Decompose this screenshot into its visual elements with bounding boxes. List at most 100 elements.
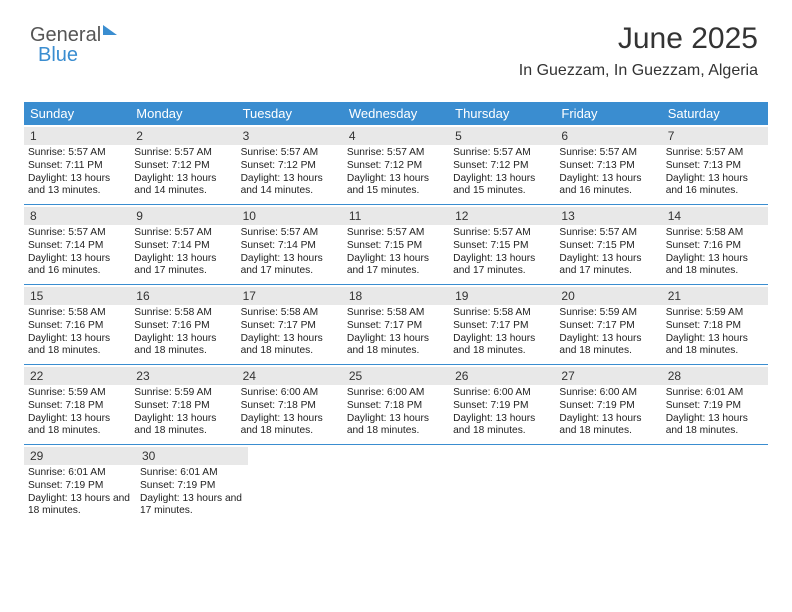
day-info: Sunrise: 5:58 AMSunset: 7:16 PMDaylight:…	[666, 227, 764, 278]
weekday-header: Friday	[555, 102, 661, 125]
day-cell: 8 Sunrise: 5:57 AMSunset: 7:14 PMDaylight…	[24, 205, 130, 284]
day-info: Sunrise: 5:57 AMSunset: 7:12 PMDaylight:…	[453, 147, 551, 198]
week-row: 22Sunrise: 5:59 AMSunset: 7:18 PMDayligh…	[24, 365, 768, 445]
day-cell: 28Sunrise: 6:01 AMSunset: 7:19 PMDayligh…	[662, 365, 768, 444]
week-row: 1 Sunrise: 5:57 AMSunset: 7:11 PMDaylight…	[24, 125, 768, 205]
day-cell: 23 Sunrise: 5:59 AMSunset: 7:18 PMDayligh…	[130, 365, 236, 444]
weekday-header: Tuesday	[237, 102, 343, 125]
day-number: 1	[24, 127, 130, 145]
day-number: 7	[662, 127, 768, 145]
day-info: Sunrise: 5:57 AMSunset: 7:15 PMDaylight:…	[347, 227, 445, 278]
day-number: 3	[237, 127, 343, 145]
day-number: 10	[237, 207, 343, 225]
day-cell: 11 Sunrise: 5:57 AMSunset: 7:15 PMDayligh…	[343, 205, 449, 284]
day-cell: 29 Sunrise: 6:01 AMSunset: 7:19 PMDayligh…	[24, 445, 136, 524]
day-number: 22	[24, 367, 130, 385]
week-row: 15Sunrise: 5:58 AMSunset: 7:16 PMDayligh…	[24, 285, 768, 365]
weeks-container: 1 Sunrise: 5:57 AMSunset: 7:11 PMDaylight…	[24, 125, 768, 524]
day-info: Sunrise: 5:57 AMSunset: 7:14 PMDaylight:…	[28, 227, 126, 278]
day-cell: 1 Sunrise: 5:57 AMSunset: 7:11 PMDaylight…	[24, 125, 130, 204]
day-cell: 18Sunrise: 5:58 AMSunset: 7:17 PMDayligh…	[343, 285, 449, 364]
weekday-header: Wednesday	[343, 102, 449, 125]
day-number: 23	[130, 367, 236, 385]
day-cell: 13Sunrise: 5:57 AMSunset: 7:15 PMDayligh…	[555, 205, 661, 284]
day-info: Sunrise: 5:59 AMSunset: 7:18 PMDaylight:…	[28, 387, 126, 438]
day-cell: 21Sunrise: 5:59 AMSunset: 7:18 PMDayligh…	[662, 285, 768, 364]
day-number: 26	[449, 367, 555, 385]
logo-text-blue: Blue	[38, 44, 78, 66]
day-info: Sunrise: 5:58 AMSunset: 7:16 PMDaylight:…	[28, 307, 126, 358]
day-info: Sunrise: 6:00 AMSunset: 7:18 PMDaylight:…	[347, 387, 445, 438]
day-info: Sunrise: 6:01 AMSunset: 7:19 PMDaylight:…	[666, 387, 764, 438]
day-number: 27	[555, 367, 661, 385]
day-number: 17	[237, 287, 343, 305]
day-number: 8	[24, 207, 130, 225]
weekday-header-row: SundayMondayTuesdayWednesdayThursdayFrid…	[24, 102, 768, 125]
day-info: Sunrise: 5:59 AMSunset: 7:17 PMDaylight:…	[559, 307, 657, 358]
day-info: Sunrise: 5:59 AMSunset: 7:18 PMDaylight:…	[134, 387, 232, 438]
day-number: 21	[662, 287, 768, 305]
day-cell: 7 Sunrise: 5:57 AMSunset: 7:13 PMDaylight…	[662, 125, 768, 204]
day-info: Sunrise: 6:01 AMSunset: 7:19 PMDaylight:…	[28, 467, 132, 518]
day-cell: 14Sunrise: 5:58 AMSunset: 7:16 PMDayligh…	[662, 205, 768, 284]
day-number: 9	[130, 207, 236, 225]
month-title: June 2025	[519, 22, 758, 56]
day-cell: 10 Sunrise: 5:57 AMSunset: 7:14 PMDayligh…	[237, 205, 343, 284]
day-cell: 25 Sunrise: 6:00 AMSunset: 7:18 PMDayligh…	[343, 365, 449, 444]
day-number: 25	[343, 367, 449, 385]
day-info: Sunrise: 5:57 AMSunset: 7:13 PMDaylight:…	[666, 147, 764, 198]
day-cell: 26 Sunrise: 6:00 AMSunset: 7:19 PMDayligh…	[449, 365, 555, 444]
week-row: 29Sunrise: 6:01 AMSunset: 7:19 PMDayligh…	[24, 445, 768, 524]
day-number: 19	[449, 287, 555, 305]
empty-cell	[352, 445, 456, 524]
day-cell: 19Sunrise: 5:58 AMSunset: 7:17 PMDayligh…	[449, 285, 555, 364]
day-info: Sunrise: 5:57 AMSunset: 7:12 PMDaylight:…	[241, 147, 339, 198]
day-info: Sunrise: 5:57 AMSunset: 7:14 PMDaylight:…	[134, 227, 232, 278]
weekday-header: Saturday	[662, 102, 768, 125]
day-info: Sunrise: 5:57 AMSunset: 7:15 PMDaylight:…	[453, 227, 551, 278]
week-row: 8Sunrise: 5:57 AMSunset: 7:14 PMDaylight…	[24, 205, 768, 285]
calendar: SundayMondayTuesdayWednesdayThursdayFrid…	[24, 102, 768, 524]
logo-text-blue-wrap: Blue	[38, 44, 78, 67]
day-number: 15	[24, 287, 130, 305]
day-info: Sunrise: 6:01 AMSunset: 7:19 PMDaylight:…	[140, 467, 244, 518]
day-info: Sunrise: 6:00 AMSunset: 7:19 PMDaylight:…	[559, 387, 657, 438]
day-number: 12	[449, 207, 555, 225]
day-cell: 4 Sunrise: 5:57 AMSunset: 7:12 PMDaylight…	[343, 125, 449, 204]
day-info: Sunrise: 5:58 AMSunset: 7:16 PMDaylight:…	[134, 307, 232, 358]
empty-cell	[456, 445, 560, 524]
day-number: 4	[343, 127, 449, 145]
weekday-header: Sunday	[24, 102, 130, 125]
day-cell: 5 Sunrise: 5:57 AMSunset: 7:12 PMDaylight…	[449, 125, 555, 204]
empty-cell	[560, 445, 664, 524]
day-number: 6	[555, 127, 661, 145]
day-info: Sunrise: 5:57 AMSunset: 7:14 PMDaylight:…	[241, 227, 339, 278]
day-info: Sunrise: 5:57 AMSunset: 7:13 PMDaylight:…	[559, 147, 657, 198]
day-cell: 20Sunrise: 5:59 AMSunset: 7:17 PMDayligh…	[555, 285, 661, 364]
logo-triangle-icon	[103, 25, 117, 35]
day-number: 30	[136, 447, 248, 465]
day-cell: 16 Sunrise: 5:58 AMSunset: 7:16 PMDayligh…	[130, 285, 236, 364]
day-cell: 6 Sunrise: 5:57 AMSunset: 7:13 PMDaylight…	[555, 125, 661, 204]
day-number: 5	[449, 127, 555, 145]
day-info: Sunrise: 5:57 AMSunset: 7:12 PMDaylight:…	[134, 147, 232, 198]
day-cell: 27 Sunrise: 6:00 AMSunset: 7:19 PMDayligh…	[555, 365, 661, 444]
day-number: 11	[343, 207, 449, 225]
day-info: Sunrise: 6:00 AMSunset: 7:19 PMDaylight:…	[453, 387, 551, 438]
day-number: 2	[130, 127, 236, 145]
location-text: In Guezzam, In Guezzam, Algeria	[519, 62, 758, 80]
day-number: 16	[130, 287, 236, 305]
weekday-header: Monday	[130, 102, 236, 125]
empty-cell	[248, 445, 352, 524]
header-right: June 2025 In Guezzam, In Guezzam, Algeri…	[519, 22, 758, 80]
day-cell: 22 Sunrise: 5:59 AMSunset: 7:18 PMDayligh…	[24, 365, 130, 444]
day-cell: 17Sunrise: 5:58 AMSunset: 7:17 PMDayligh…	[237, 285, 343, 364]
day-info: Sunrise: 5:58 AMSunset: 7:17 PMDaylight:…	[347, 307, 445, 358]
day-info: Sunrise: 5:57 AMSunset: 7:11 PMDaylight:…	[28, 147, 126, 198]
day-cell: 3 Sunrise: 5:57 AMSunset: 7:12 PMDaylight…	[237, 125, 343, 204]
day-info: Sunrise: 5:57 AMSunset: 7:12 PMDaylight:…	[347, 147, 445, 198]
day-cell: 9 Sunrise: 5:57 AMSunset: 7:14 PMDaylight…	[130, 205, 236, 284]
day-number: 29	[24, 447, 136, 465]
weekday-header: Thursday	[449, 102, 555, 125]
day-cell: 12 Sunrise: 5:57 AMSunset: 7:15 PMDayligh…	[449, 205, 555, 284]
